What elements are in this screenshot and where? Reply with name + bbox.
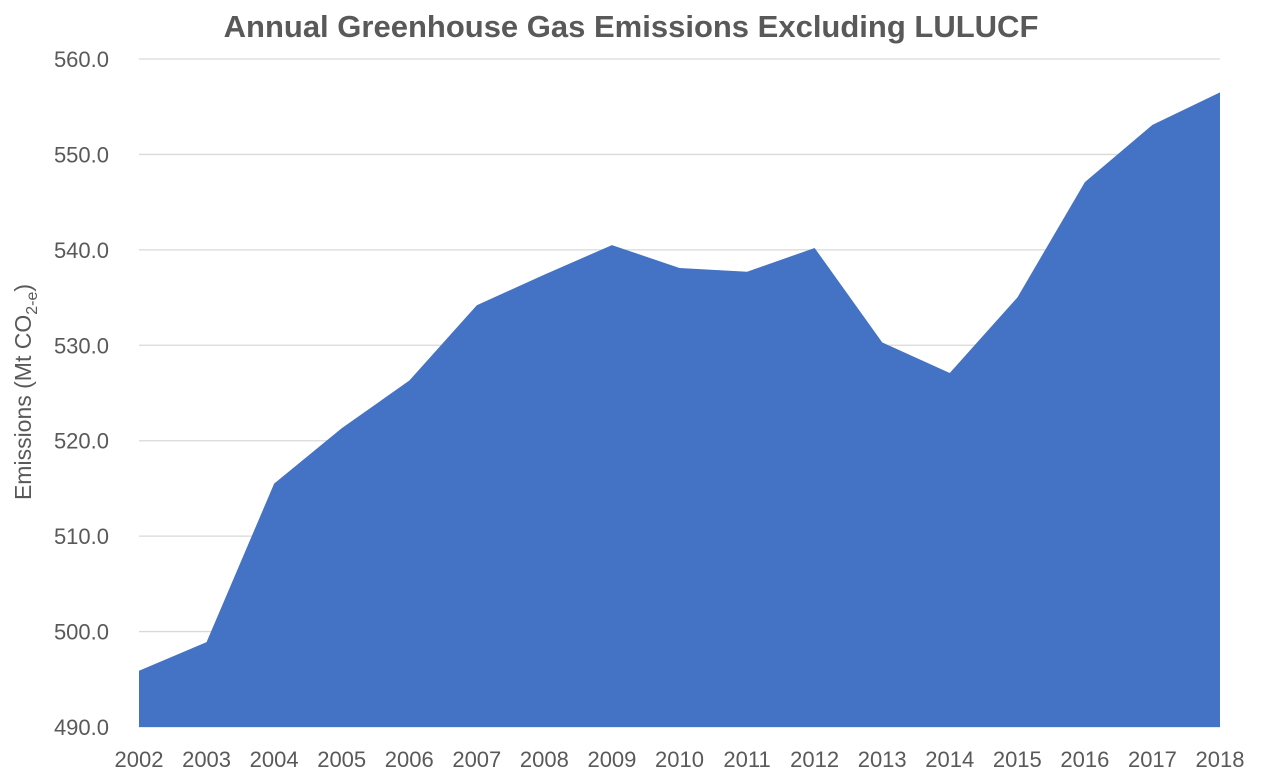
- x-tick-label: 2006: [385, 747, 434, 772]
- y-tick-label: 560.0: [54, 47, 109, 72]
- y-tick-label: 520.0: [54, 429, 109, 454]
- y-tick-label: 490.0: [54, 715, 109, 740]
- x-tick-label: 2005: [317, 747, 366, 772]
- x-tick-label: 2010: [655, 747, 704, 772]
- y-axis-title-subscript: 2-e: [24, 292, 41, 315]
- x-tick-label: 2009: [587, 747, 636, 772]
- y-tick-label: 510.0: [54, 524, 109, 549]
- x-axis-ticks: 2002 2003 2004 2005 2006 2007 2008 2009 2010 2011…: [115, 747, 1245, 772]
- emissions-area: [139, 92, 1220, 727]
- x-tick-label: 2012: [790, 747, 839, 772]
- y-tick-label: 500.0: [54, 620, 109, 645]
- x-tick-label: 2007: [452, 747, 501, 772]
- x-tick-label: 2008: [520, 747, 569, 772]
- x-tick-label: 2002: [115, 747, 164, 772]
- x-tick-label: 2013: [858, 747, 907, 772]
- chart-title: Annual Greenhouse Gas Emissions Excludin…: [224, 9, 1039, 44]
- y-axis-title: Emissions (Mt CO2-e): [10, 284, 41, 500]
- x-tick-label: 2018: [1196, 747, 1245, 772]
- y-axis-title-main: Emissions (Mt CO: [10, 315, 36, 500]
- y-tick-label: 530.0: [54, 333, 109, 358]
- x-tick-label: 2017: [1128, 747, 1177, 772]
- x-tick-label: 2016: [1060, 747, 1109, 772]
- x-tick-label: 2014: [925, 747, 974, 772]
- plot-area: [139, 92, 1220, 727]
- y-axis-ticks: 490.0 500.0 510.0 520.0 530.0 540.0 550.0 560.0: [54, 47, 109, 740]
- y-axis-title-suffix: ): [10, 284, 36, 292]
- x-tick-label: 2004: [250, 747, 299, 772]
- x-tick-label: 2011: [723, 747, 770, 772]
- y-tick-label: 550.0: [54, 142, 109, 167]
- x-tick-label: 2015: [993, 747, 1042, 772]
- x-tick-label: 2003: [182, 747, 231, 772]
- y-tick-label: 540.0: [54, 238, 109, 263]
